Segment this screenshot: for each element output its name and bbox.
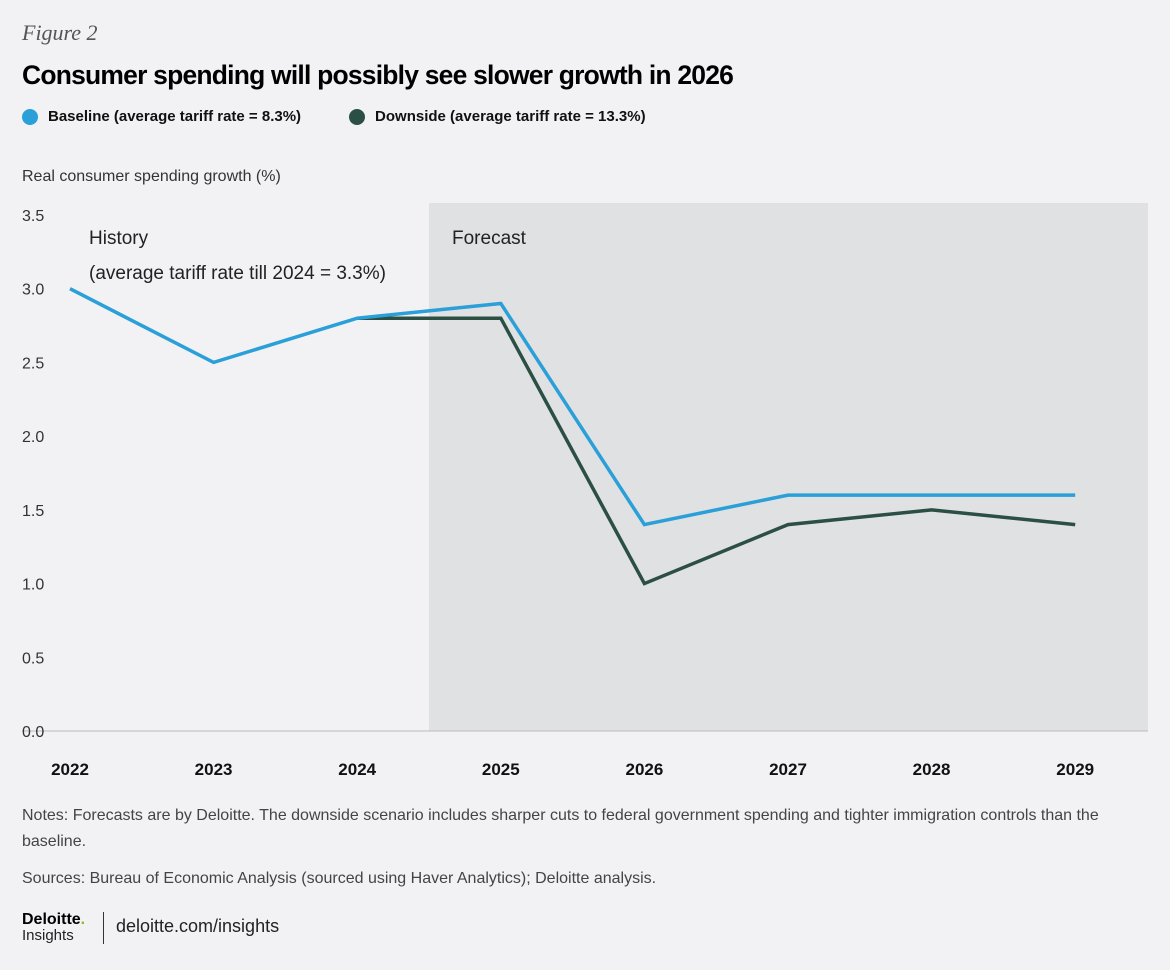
y-tick-label: 0.0 <box>22 724 44 741</box>
legend-item-baseline: Baseline (average tariff rate = 8.3%) <box>22 108 301 125</box>
downside-line <box>357 316 1076 586</box>
y-axis-label: Real consumer spending growth (%) <box>22 168 281 185</box>
downside-dot-icon <box>349 108 366 125</box>
y-tick-label: 1.0 <box>22 577 44 594</box>
x-tick-label: 2029 <box>1056 760 1094 779</box>
notes: Notes: Forecasts are by Deloitte. The do… <box>22 807 1099 850</box>
y-tick-label: 2.0 <box>22 429 44 446</box>
y-tick-label: 3.5 <box>22 208 44 225</box>
legend: Baseline (average tariff rate = 8.3%) Do… <box>22 108 646 125</box>
legend-label-baseline: Baseline (average tariff rate = 8.3%) <box>48 108 302 125</box>
line-chart: 0.0 0.5 1.0 1.5 2.0 2.5 3.0 3.5 2022 2023 2024 2025… <box>22 203 1148 779</box>
x-tick-label: 2023 <box>195 760 233 779</box>
y-tick-label: 0.5 <box>22 650 44 667</box>
history-label: History <box>89 228 149 249</box>
forecast-region <box>429 203 1148 731</box>
legend-item-downside: Downside (average tariff rate = 13.3%) <box>349 108 646 125</box>
figure-label: Figure 2 <box>22 20 98 45</box>
sources: Sources: Bureau of Economic Analysis (so… <box>22 870 657 887</box>
history-sublabel: (average tariff rate till 2024 = 3.3%) <box>89 263 386 284</box>
url-link[interactable]: deloitte.com/insights <box>116 916 280 936</box>
x-tick-label: 2026 <box>625 760 663 779</box>
deloitte-insights-logo: Deloitte. Insights <box>22 911 86 944</box>
x-tick-label: 2025 <box>482 760 520 779</box>
forecast-label: Forecast <box>452 228 527 249</box>
baseline-dot-icon <box>22 108 38 125</box>
divider <box>103 912 104 944</box>
x-tick-label: 2028 <box>913 760 951 779</box>
x-tick-label: 2022 <box>51 760 89 779</box>
legend-label-downside: Downside (average tariff rate = 13.3%) <box>375 108 646 125</box>
chart-title: Consumer spending will possibly see slow… <box>22 60 734 90</box>
x-tick-label: 2024 <box>338 760 376 779</box>
baseline-line <box>69 287 1076 527</box>
y-tick-label: 2.5 <box>22 355 44 372</box>
x-tick-label: 2027 <box>769 760 807 779</box>
y-tick-label: 1.5 <box>22 503 44 520</box>
y-tick-label: 3.0 <box>22 282 44 299</box>
